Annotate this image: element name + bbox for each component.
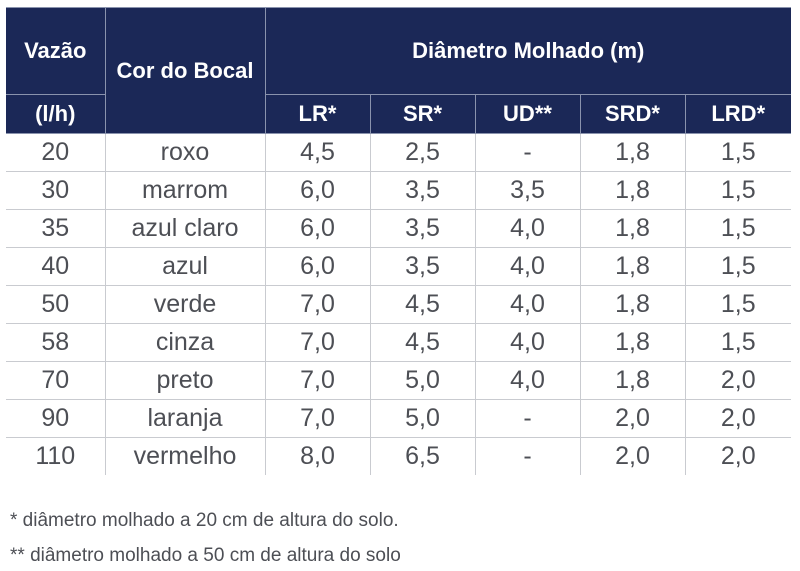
cell-sr: 2,5 bbox=[369, 133, 476, 172]
cell-lrd: 2,0 bbox=[684, 361, 791, 400]
cell-lrd: 1,5 bbox=[684, 285, 791, 324]
cell-ud: - bbox=[474, 437, 581, 475]
table-row: 30 marrom 6,0 3,5 3,5 1,8 1,5 bbox=[6, 171, 791, 210]
cell-cor: vermelho bbox=[104, 437, 266, 475]
nozzle-table: Vazão Cor do Bocal Diâmetro Molhado (m) … bbox=[6, 7, 791, 475]
table-row: 70 preto 7,0 5,0 4,0 1,8 2,0 bbox=[6, 361, 791, 400]
cell-ud: - bbox=[474, 399, 581, 438]
cell-ud: 4,0 bbox=[474, 361, 581, 400]
cell-srd: 1,8 bbox=[579, 323, 686, 362]
cell-cor: marrom bbox=[104, 171, 266, 210]
cell-vazao: 50 bbox=[6, 285, 106, 324]
table-row: 90 laranja 7,0 5,0 - 2,0 2,0 bbox=[6, 399, 791, 438]
cell-sr: 5,0 bbox=[369, 399, 476, 438]
cell-lrd: 2,0 bbox=[684, 399, 791, 438]
table-row: 20 roxo 4,5 2,5 - 1,8 1,5 bbox=[6, 133, 791, 172]
cell-sr: 6,5 bbox=[369, 437, 476, 475]
footnote-single-asterisk: * diâmetro molhado a 20 cm de altura do … bbox=[10, 510, 399, 531]
cell-lr: 6,0 bbox=[264, 171, 371, 210]
table-body: 20 roxo 4,5 2,5 - 1,8 1,5 30 marrom 6,0 … bbox=[6, 133, 791, 475]
cell-lr: 7,0 bbox=[264, 399, 371, 438]
cell-lr: 6,0 bbox=[264, 209, 371, 248]
cell-vazao: 20 bbox=[6, 133, 106, 172]
cell-cor: cinza bbox=[104, 323, 266, 362]
cell-cor: azul bbox=[104, 247, 266, 286]
cell-lr: 7,0 bbox=[264, 323, 371, 362]
table-row: 50 verde 7,0 4,5 4,0 1,8 1,5 bbox=[6, 285, 791, 324]
cell-vazao: 35 bbox=[6, 209, 106, 248]
cell-srd: 2,0 bbox=[579, 399, 686, 438]
cell-lrd: 1,5 bbox=[684, 209, 791, 248]
cell-ud: 4,0 bbox=[474, 209, 581, 248]
cell-vazao: 30 bbox=[6, 171, 106, 210]
cell-sr: 4,5 bbox=[369, 285, 476, 324]
cell-vazao: 70 bbox=[6, 361, 106, 400]
cell-vazao: 110 bbox=[6, 437, 106, 475]
cell-srd: 1,8 bbox=[579, 285, 686, 324]
cell-lrd: 1,5 bbox=[684, 247, 791, 286]
cell-srd: 1,8 bbox=[579, 133, 686, 172]
cell-lrd: 2,0 bbox=[684, 437, 791, 475]
cell-cor: roxo bbox=[104, 133, 266, 172]
footnote-double-asterisk: ** diâmetro molhado a 50 cm de altura do… bbox=[10, 545, 401, 566]
cell-cor: preto bbox=[104, 361, 266, 400]
cell-srd: 1,8 bbox=[579, 361, 686, 400]
header-vazao: Vazão bbox=[6, 7, 106, 95]
cell-sr: 4,5 bbox=[369, 323, 476, 362]
header-col-lr: LR* bbox=[264, 94, 371, 134]
table-row: 58 cinza 7,0 4,5 4,0 1,8 1,5 bbox=[6, 323, 791, 362]
header-cor-do-bocal: Cor do Bocal bbox=[104, 7, 266, 134]
cell-sr: 5,0 bbox=[369, 361, 476, 400]
cell-srd: 1,8 bbox=[579, 209, 686, 248]
cell-vazao: 40 bbox=[6, 247, 106, 286]
cell-vazao: 90 bbox=[6, 399, 106, 438]
cell-lr: 7,0 bbox=[264, 285, 371, 324]
cell-lr: 6,0 bbox=[264, 247, 371, 286]
cell-cor: azul claro bbox=[104, 209, 266, 248]
cell-ud: - bbox=[474, 133, 581, 172]
cell-lr: 8,0 bbox=[264, 437, 371, 475]
header-col-srd: SRD* bbox=[579, 94, 686, 134]
header-vazao-unit: (l/h) bbox=[6, 94, 106, 134]
cell-ud: 4,0 bbox=[474, 285, 581, 324]
cell-cor: laranja bbox=[104, 399, 266, 438]
cell-lrd: 1,5 bbox=[684, 323, 791, 362]
header-col-lrd: LRD* bbox=[684, 94, 791, 134]
cell-lrd: 1,5 bbox=[684, 133, 791, 172]
cell-srd: 1,8 bbox=[579, 247, 686, 286]
table-row: 40 azul 6,0 3,5 4,0 1,8 1,5 bbox=[6, 247, 791, 286]
cell-srd: 1,8 bbox=[579, 171, 686, 210]
cell-ud: 3,5 bbox=[474, 171, 581, 210]
cell-lr: 7,0 bbox=[264, 361, 371, 400]
cell-vazao: 58 bbox=[6, 323, 106, 362]
header-col-ud: UD** bbox=[474, 94, 581, 134]
table-row: 110 vermelho 8,0 6,5 - 2,0 2,0 bbox=[6, 437, 791, 475]
cell-ud: 4,0 bbox=[474, 247, 581, 286]
cell-sr: 3,5 bbox=[369, 171, 476, 210]
cell-lr: 4,5 bbox=[264, 133, 371, 172]
header-diametro-molhado: Diâmetro Molhado (m) bbox=[264, 7, 791, 95]
cell-ud: 4,0 bbox=[474, 323, 581, 362]
table-row: 35 azul claro 6,0 3,5 4,0 1,8 1,5 bbox=[6, 209, 791, 248]
header-col-sr: SR* bbox=[369, 94, 476, 134]
cell-lrd: 1,5 bbox=[684, 171, 791, 210]
cell-sr: 3,5 bbox=[369, 209, 476, 248]
cell-cor: verde bbox=[104, 285, 266, 324]
cell-sr: 3,5 bbox=[369, 247, 476, 286]
cell-srd: 2,0 bbox=[579, 437, 686, 475]
